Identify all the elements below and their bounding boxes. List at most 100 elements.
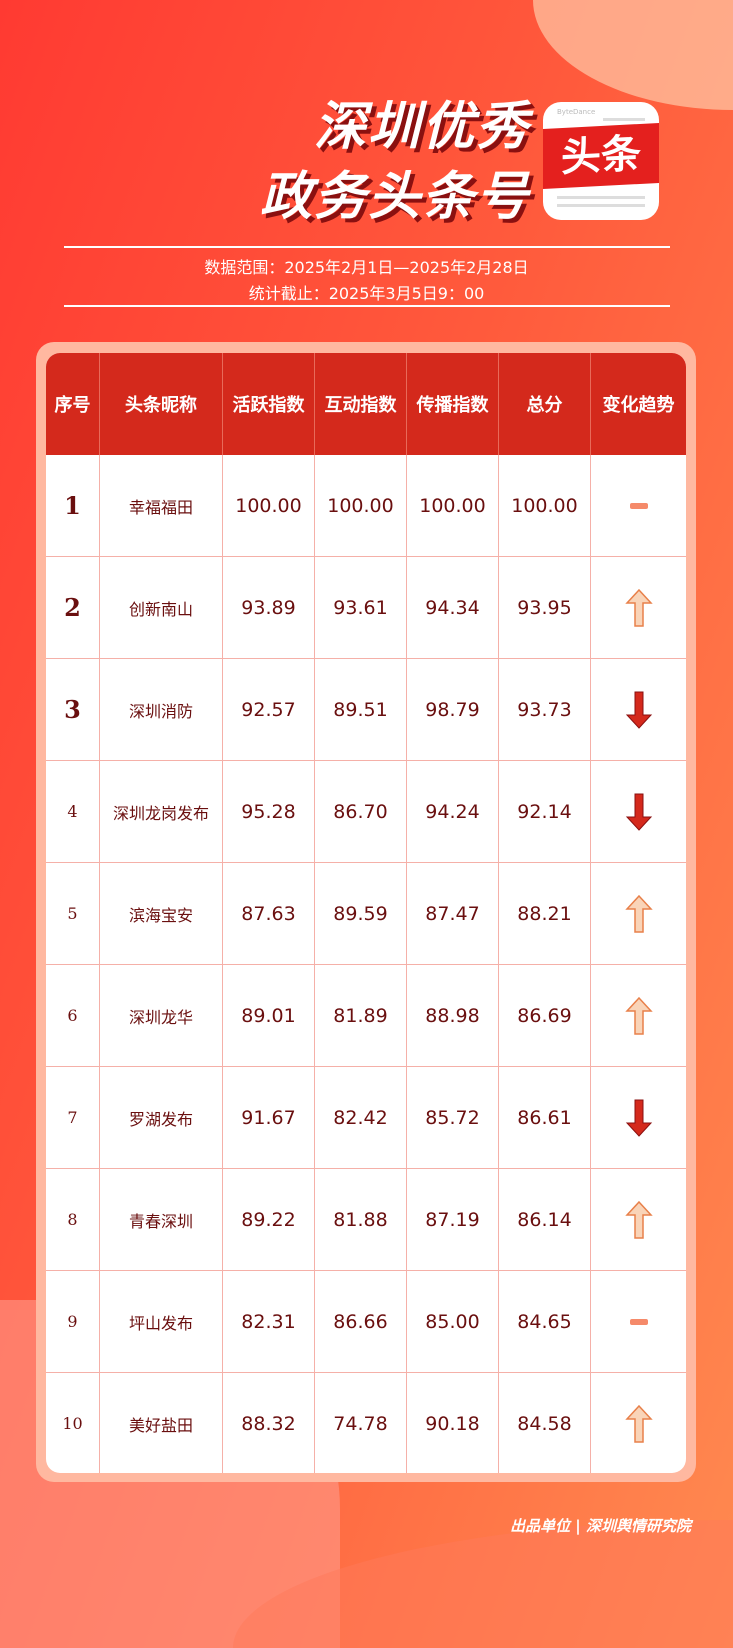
logo-brand: ByteDance: [557, 108, 596, 116]
column-header: 头条昵称: [100, 353, 223, 455]
trend-arrow-up-icon: [591, 1169, 686, 1270]
table-row: 5 滨海宝安 87.63 89.59 87.47 88.21: [46, 863, 686, 965]
spread-index-cell: 85.00: [407, 1271, 499, 1372]
total-score-cell: 84.65: [499, 1271, 591, 1372]
active-index-cell: 82.31: [223, 1271, 315, 1372]
interact-index-cell: 86.70: [315, 761, 407, 862]
decor-shape: [533, 0, 733, 110]
trend-arrow-up-icon: [591, 1373, 686, 1473]
name-cell: 坪山发布: [100, 1271, 223, 1372]
interact-index-cell: 89.59: [315, 863, 407, 964]
spread-index-cell: 87.47: [407, 863, 499, 964]
rank-cell: 10: [46, 1373, 100, 1473]
total-score-cell: 86.61: [499, 1067, 591, 1168]
rank-cell: 8: [46, 1169, 100, 1270]
logo-text: 头条: [543, 122, 659, 190]
trend-arrow-down-icon: [591, 761, 686, 862]
cutoff-time: 统计截止：2025年3月5日9：00: [248, 284, 485, 303]
column-header: 传播指数: [407, 353, 499, 455]
table-row: 7 罗湖发布 91.67 82.42 85.72 86.61: [46, 1067, 686, 1169]
column-header: 活跃指数: [223, 353, 315, 455]
total-score-cell: 86.14: [499, 1169, 591, 1270]
spread-index-cell: 88.98: [407, 965, 499, 1066]
toutiao-logo: ByteDance 头条: [543, 102, 659, 220]
active-index-cell: 89.01: [223, 965, 315, 1066]
interact-index-cell: 89.51: [315, 659, 407, 760]
column-header: 变化趋势: [602, 395, 675, 416]
total-score-cell: 88.21: [499, 863, 591, 964]
table-body: 1 幸福福田 100.00 100.00 100.00 100.00 2 创新南山 93.89 9…: [46, 455, 686, 1473]
spread-index-cell: 94.34: [407, 557, 499, 658]
column-header: 总分: [499, 353, 591, 455]
active-index-cell: 91.67: [223, 1067, 315, 1168]
page-title: 深圳优秀 政务头条号: [250, 92, 530, 232]
divider: [64, 246, 670, 248]
table-row: 4 深圳龙岗发布 95.28 86.70 94.24 92.14: [46, 761, 686, 863]
column-header: 序号: [46, 353, 100, 455]
trend-flat-icon: [591, 455, 686, 556]
table-row: 6 深圳龙华 89.01 81.89 88.98 86.69: [46, 965, 686, 1067]
total-score-cell: 86.69: [499, 965, 591, 1066]
spread-index-cell: 98.79: [407, 659, 499, 760]
spread-index-cell: 85.72: [407, 1067, 499, 1168]
name-cell: 青春深圳: [100, 1169, 223, 1270]
table-row: 3 深圳消防 92.57 89.51 98.79 93.73: [46, 659, 686, 761]
total-score-cell: 93.73: [499, 659, 591, 760]
name-cell: 美好盐田: [100, 1373, 223, 1473]
name-cell: 深圳龙华: [100, 965, 223, 1066]
spread-index-cell: 87.19: [407, 1169, 499, 1270]
interact-index-cell: 81.89: [315, 965, 407, 1066]
interact-index-cell: 81.88: [315, 1169, 407, 1270]
interact-index-cell: 82.42: [315, 1067, 407, 1168]
title-line-2: 政务头条号: [259, 167, 530, 227]
ranking-table: 序号 头条昵称 活跃指数 互动指数 传播指数 总分 变化趋势 1 幸福福田 100.00 100.…: [46, 353, 686, 1473]
spread-index-cell: 100.00: [407, 455, 499, 556]
table-row: 10 美好盐田 88.32 74.78 90.18 84.58: [46, 1373, 686, 1473]
name-cell: 罗湖发布: [100, 1067, 223, 1168]
rank-cell: 3: [46, 659, 100, 760]
title-line-1: 深圳优秀: [313, 97, 530, 157]
spread-index-cell: 94.24: [407, 761, 499, 862]
active-index-cell: 88.32: [223, 1373, 315, 1473]
total-score-cell: 100.00: [499, 455, 591, 556]
table-row: 8 青春深圳 89.22 81.88 87.19 86.14: [46, 1169, 686, 1271]
active-index-cell: 87.63: [223, 863, 315, 964]
rank-cell: 5: [46, 863, 100, 964]
table-row: 2 创新南山 93.89 93.61 94.34 93.95: [46, 557, 686, 659]
logo-line: [557, 204, 645, 207]
active-index-cell: 100.00: [223, 455, 315, 556]
rank-cell: 1: [46, 455, 100, 556]
footer-credit: 出品单位 | 深圳舆情研究院: [510, 1517, 691, 1535]
total-score-cell: 93.95: [499, 557, 591, 658]
logo-line: [557, 196, 645, 199]
trend-arrow-up-icon: [591, 965, 686, 1066]
name-cell: 幸福福田: [100, 455, 223, 556]
trend-arrow-up-icon: [591, 557, 686, 658]
table-row: 1 幸福福田 100.00 100.00 100.00 100.00: [46, 455, 686, 557]
active-index-cell: 95.28: [223, 761, 315, 862]
total-score-cell: 92.14: [499, 761, 591, 862]
name-cell: 创新南山: [100, 557, 223, 658]
name-cell: 深圳消防: [100, 659, 223, 760]
trend-arrow-down-icon: [591, 659, 686, 760]
column-header: 互动指数: [315, 353, 407, 455]
interact-index-cell: 93.61: [315, 557, 407, 658]
trend-arrow-down-icon: [591, 1067, 686, 1168]
name-cell: 滨海宝安: [100, 863, 223, 964]
date-range: 数据范围：2025年2月1日—2025年2月28日: [204, 258, 529, 277]
rank-cell: 7: [46, 1067, 100, 1168]
active-index-cell: 92.57: [223, 659, 315, 760]
name-cell: 深圳龙岗发布: [100, 761, 223, 862]
interact-index-cell: 100.00: [315, 455, 407, 556]
rank-cell: 6: [46, 965, 100, 1066]
active-index-cell: 93.89: [223, 557, 315, 658]
interact-index-cell: 74.78: [315, 1373, 407, 1473]
interact-index-cell: 86.66: [315, 1271, 407, 1372]
active-index-cell: 89.22: [223, 1169, 315, 1270]
total-score-cell: 84.58: [499, 1373, 591, 1473]
trend-flat-icon: [591, 1271, 686, 1372]
rank-cell: 2: [46, 557, 100, 658]
rank-cell: 9: [46, 1271, 100, 1372]
trend-arrow-up-icon: [591, 863, 686, 964]
table-row: 9 坪山发布 82.31 86.66 85.00 84.65: [46, 1271, 686, 1373]
